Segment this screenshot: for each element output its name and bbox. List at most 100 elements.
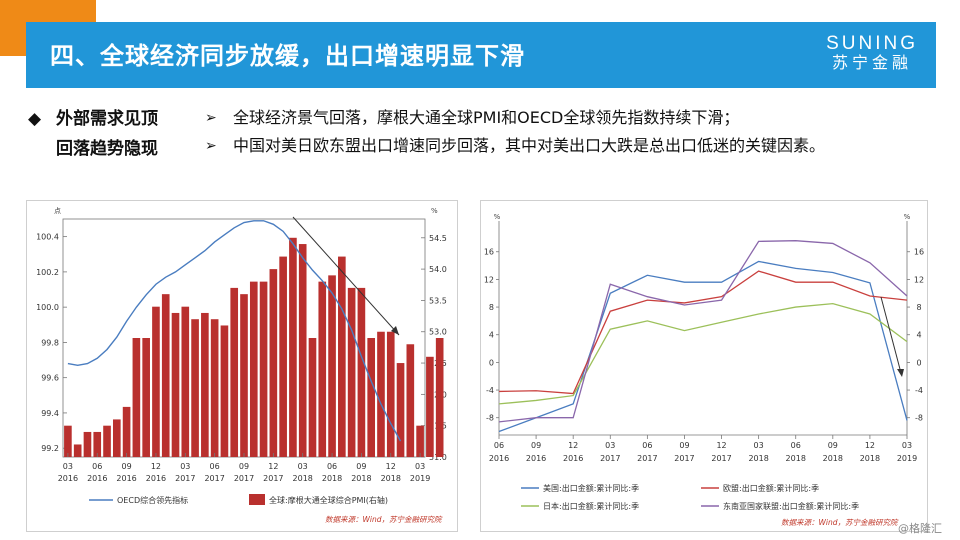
pmi-bar — [367, 338, 376, 457]
right-axis-unit: % — [431, 207, 438, 215]
x-tick-month: 09 — [531, 441, 541, 450]
pmi-bar — [152, 306, 160, 457]
x-tick-year: 2019 — [897, 454, 917, 463]
x-tick-month: 03 — [180, 462, 190, 471]
x-tick-month: 06 — [327, 462, 337, 471]
bullet-list: ➢ 全球经济景气回落，摩根大通全球PMI和OECD全球领先指数持续下滑； ➢ 中… — [205, 104, 825, 160]
left-tick-label: -8 — [486, 414, 494, 423]
pmi-bar — [416, 425, 424, 457]
pmi-bar — [64, 425, 72, 457]
pmi-bar — [279, 256, 287, 457]
x-tick-month: 09 — [828, 441, 838, 450]
pmi-oecd-chart: 点% 100.4 100.2 100.0 99.8 99.6 99.4 99.2 54.5 54.… — [26, 200, 458, 532]
x-tick-year: 2018 — [381, 474, 401, 483]
x-tick-year: 2018 — [351, 474, 371, 483]
arrow-bullet-icon: ➢ — [205, 138, 217, 154]
pmi-bar — [161, 294, 170, 457]
pmi-bar — [201, 312, 209, 457]
x-tick-month: 06 — [92, 462, 102, 471]
pmi-bar — [112, 419, 121, 457]
pmi-bar — [318, 281, 327, 457]
x-tick-year: 2018 — [786, 454, 806, 463]
export-series-line — [498, 270, 908, 395]
x-tick-year: 2017 — [711, 454, 731, 463]
pmi-bar — [357, 287, 366, 457]
x-tick-year: 2016 — [563, 454, 583, 463]
pmi-bar — [338, 256, 346, 457]
right-tick-label: -4 — [915, 386, 923, 395]
pmi-bar — [122, 406, 131, 457]
left-tick-label: 99.2 — [41, 444, 59, 453]
left-tick-label: -4 — [486, 386, 494, 395]
x-tick-year: 2017 — [263, 474, 283, 483]
pmi-bar — [230, 287, 239, 457]
x-tick-year: 2018 — [748, 454, 768, 463]
right-tick-label: 54.0 — [429, 265, 447, 274]
suning-logo: SUNING 苏宁金融 — [826, 34, 918, 72]
x-tick-year: 2017 — [600, 454, 620, 463]
watermark-text: @格隆汇 — [898, 522, 942, 535]
x-tick-year: 2019 — [410, 474, 430, 483]
pmi-bar — [377, 331, 385, 457]
pmi-bar — [328, 275, 336, 457]
bullet-item: ➢ 全球经济景气回落，摩根大通全球PMI和OECD全球领先指数持续下滑； — [205, 104, 825, 132]
x-tick-year: 2016 — [489, 454, 509, 463]
pmi-bar — [308, 338, 317, 457]
x-tick-year: 2017 — [204, 474, 224, 483]
x-tick-month: 12 — [386, 462, 396, 471]
title-bar: 四、全球经济同步放缓，出口增速明显下滑 SUNING 苏宁金融 — [26, 22, 936, 88]
left-tick-label: 99.4 — [41, 409, 59, 418]
x-tick-month: 12 — [865, 441, 875, 450]
legend-label: 日本:出口金额:累计同比:季 — [543, 501, 639, 511]
oecd-line — [67, 220, 402, 442]
right-tick-label: 8 — [916, 303, 921, 312]
chart-source: 数据来源：Wind，苏宁金融研究院 — [325, 515, 443, 524]
x-tick-month: 06 — [642, 441, 652, 450]
x-tick-month: 09 — [356, 462, 366, 471]
x-tick-year: 2016 — [116, 474, 136, 483]
left-tick-label: 4 — [489, 331, 494, 340]
legend-label: 欧盟:出口金额:累计同比:季 — [723, 483, 819, 493]
pmi-bar — [103, 425, 111, 457]
pmi-bar — [73, 444, 82, 457]
right-tick-label: -8 — [915, 414, 923, 423]
x-tick-year: 2018 — [860, 454, 880, 463]
pmi-bar — [386, 331, 395, 457]
logo-text-cn: 苏宁金融 — [832, 53, 913, 72]
logo-text-en: SUNING — [826, 33, 918, 54]
x-tick-year: 2017 — [637, 454, 657, 463]
pmi-bar — [259, 281, 268, 457]
pmi-bar — [171, 312, 180, 457]
x-tick-year: 2018 — [823, 454, 843, 463]
left-axis-unit: 点 — [54, 207, 61, 215]
bullet-text: 中国对美日欧东盟出口增速同步回落，其中对美出口大跌是总出口低迷的关键因素。 — [233, 136, 826, 155]
left-axis-unit: % — [494, 213, 501, 221]
x-tick-month: 03 — [63, 462, 73, 471]
right-tick-label: 53.0 — [429, 328, 447, 337]
pmi-oecd-chart-svg: 点 % 100.4 100.2 100.0 99.8 99.6 99.4 99.2 54.5 54.… — [36, 207, 447, 524]
x-tick-year: 2016 — [146, 474, 166, 483]
pmi-bar — [406, 344, 415, 457]
pmi-bar — [269, 269, 278, 457]
pmi-bar — [181, 306, 190, 457]
legend-pmi-label: 全球:摩根大通全球综合PMI(右轴) — [269, 495, 388, 505]
export-series-line — [498, 260, 908, 433]
left-tick-label: 100.0 — [36, 303, 59, 312]
export-series-line — [498, 302, 908, 405]
legend-label: 东南亚国家联盟:出口金额:累计同比:季 — [723, 501, 859, 511]
right-axis-unit: % — [904, 213, 911, 221]
x-tick-month: 09 — [239, 462, 249, 471]
right-tick-label: 53.5 — [429, 296, 447, 305]
x-tick-month: 03 — [415, 462, 425, 471]
left-tick-label: 100.4 — [36, 233, 59, 242]
pmi-bar — [347, 287, 356, 457]
x-tick-month: 06 — [210, 462, 220, 471]
x-tick-month: 03 — [605, 441, 615, 450]
trend-arrow-head — [391, 326, 399, 335]
side-label-line1: 外部需求见顶 — [56, 109, 158, 129]
left-tick-label: 8 — [489, 303, 494, 312]
chart-source: 数据来源：Wind，苏宁金融研究院 — [781, 518, 899, 527]
pmi-bar — [191, 319, 199, 457]
right-tick-label: 16 — [914, 248, 924, 257]
x-tick-month: 03 — [902, 441, 912, 450]
